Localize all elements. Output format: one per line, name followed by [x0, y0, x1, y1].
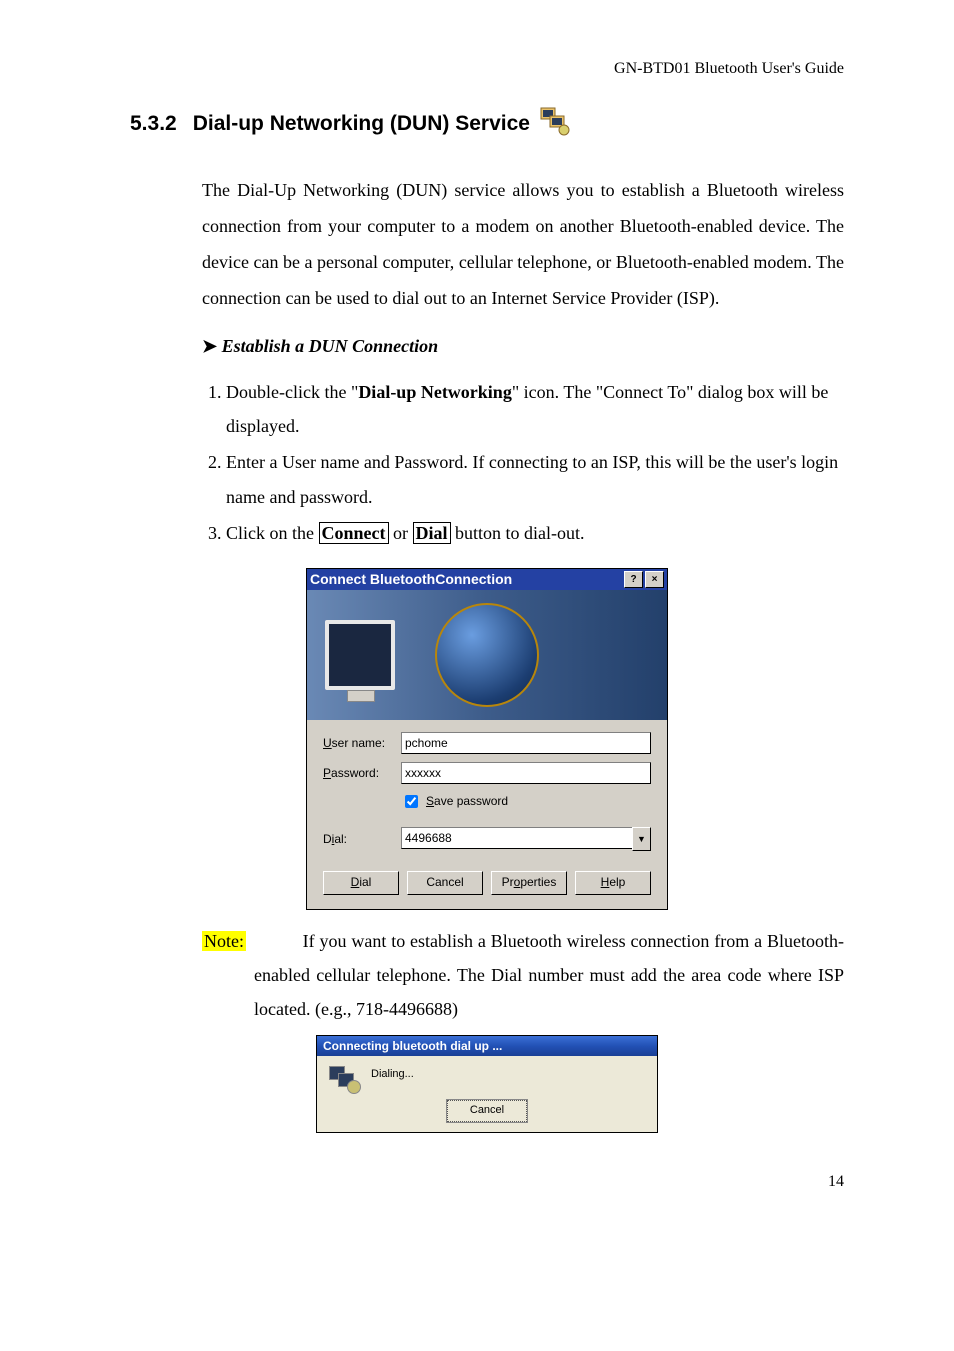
subheading: Establish a DUN Connection	[202, 336, 844, 357]
dial-dropdown-button[interactable]: ▼	[632, 827, 651, 851]
section-heading: 5.3.2 Dial-up Networking (DUN) Service	[130, 106, 844, 142]
step-1: Double-click the "Dial-up Networking" ic…	[226, 375, 844, 443]
username-input[interactable]	[401, 732, 651, 754]
close-button[interactable]: ×	[645, 571, 664, 588]
note-text: If you want to establish a Bluetooth wir…	[254, 924, 844, 1027]
page-number: 14	[130, 1173, 844, 1191]
section-title-text: Dial-up Networking (DUN) Service	[193, 112, 530, 136]
section-number: 5.3.2	[130, 112, 177, 136]
connecting-cancel-button[interactable]: Cancel	[447, 1100, 527, 1122]
connect-dialog: Connect BluetoothConnection ? × User nam…	[306, 568, 668, 910]
connecting-dialog-title: Connecting bluetooth dial up ...	[317, 1036, 657, 1056]
cancel-button[interactable]: Cancel	[407, 871, 483, 895]
connecting-dialog: Connecting bluetooth dial up ... Dialing…	[316, 1035, 658, 1133]
help-button[interactable]: ?	[624, 571, 643, 588]
monitor-icon	[325, 620, 395, 690]
dialing-icon	[329, 1066, 357, 1090]
steps-list: Double-click the "Dial-up Networking" ic…	[202, 375, 844, 550]
dun-icon	[540, 106, 572, 142]
help-dialog-button[interactable]: Help	[575, 871, 651, 895]
connect-dialog-titlebar: Connect BluetoothConnection ? ×	[307, 569, 667, 590]
username-label: User name:	[323, 736, 401, 750]
dial-button[interactable]: Dial	[323, 871, 399, 895]
dial-button-ref: Dial	[413, 522, 451, 544]
connect-dialog-banner	[307, 590, 667, 720]
properties-button[interactable]: Properties	[491, 871, 567, 895]
note-block: Note: If you want to establish a Bluetoo…	[202, 924, 844, 1027]
save-password-label: Save password	[426, 794, 508, 808]
dial-label: Dial:	[323, 832, 401, 846]
intro-paragraph: The Dial-Up Networking (DUN) service all…	[202, 172, 844, 316]
step-2: Enter a User name and Password. If conne…	[226, 445, 844, 513]
globe-icon	[435, 603, 539, 707]
save-password-checkbox[interactable]	[405, 795, 418, 808]
connect-button-ref: Connect	[319, 522, 389, 544]
connect-dialog-title: Connect BluetoothConnection	[310, 571, 622, 587]
step-3: Click on the Connect or Dial button to d…	[226, 516, 844, 550]
note-label: Note:	[202, 931, 246, 951]
password-label: Password:	[323, 766, 401, 780]
dialing-status: Dialing...	[371, 1066, 414, 1080]
doc-header: GN-BTD01 Bluetooth User's Guide	[130, 60, 844, 78]
dial-input[interactable]	[401, 827, 632, 849]
password-input[interactable]	[401, 762, 651, 784]
